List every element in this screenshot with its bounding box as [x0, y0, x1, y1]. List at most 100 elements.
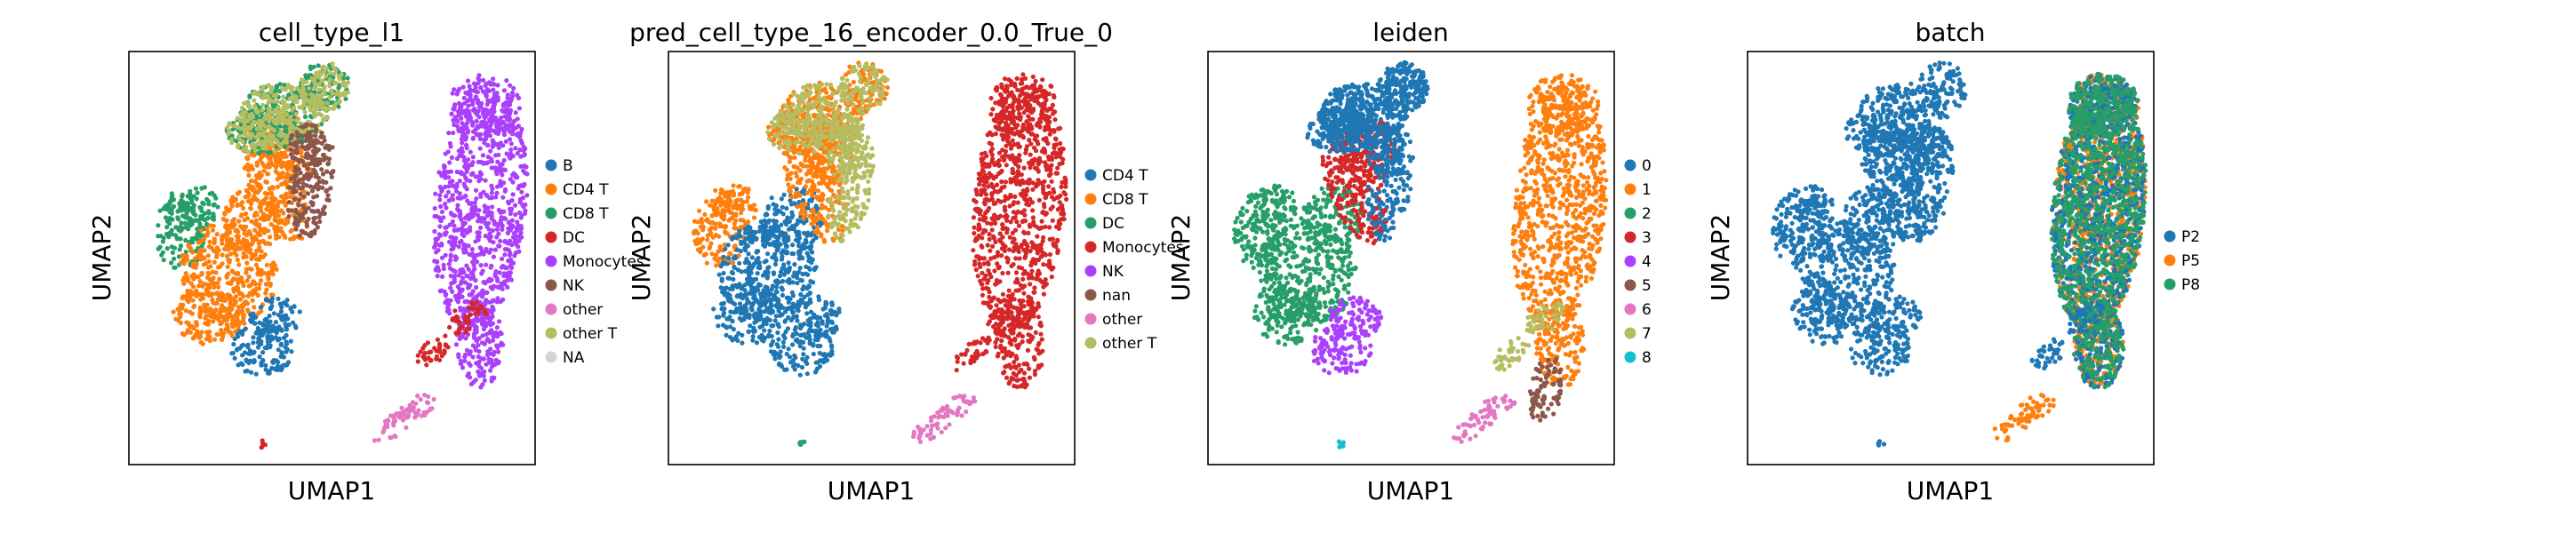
data-point [513, 212, 518, 218]
data-point [268, 90, 274, 95]
data-point [512, 203, 518, 208]
data-point [469, 171, 475, 177]
data-point [221, 246, 227, 251]
data-point [234, 276, 239, 282]
data-point [203, 308, 208, 314]
data-point [239, 105, 245, 111]
data-point [439, 353, 444, 359]
data-point [198, 227, 204, 233]
data-point [180, 306, 185, 311]
data-point [228, 229, 233, 235]
data-point [327, 70, 332, 76]
data-point [754, 340, 760, 346]
data-point [510, 235, 516, 240]
y-axis-label: UMAP2 [87, 214, 116, 302]
data-point [218, 306, 223, 312]
data-point [191, 335, 196, 341]
data-point [246, 249, 252, 255]
data-point [490, 204, 495, 210]
data-point [459, 279, 464, 284]
data-point [197, 204, 203, 211]
data-point [312, 85, 317, 91]
data-point [725, 243, 731, 248]
data-point [495, 349, 501, 354]
data-point [466, 285, 472, 290]
data-point [771, 270, 776, 275]
data-point [288, 236, 293, 242]
data-point [730, 338, 735, 343]
data-point [236, 262, 242, 267]
data-point [287, 96, 292, 101]
data-point [197, 291, 203, 297]
data-point [208, 223, 213, 228]
data-point [474, 284, 479, 290]
data-point [302, 189, 308, 195]
data-point [175, 215, 180, 220]
data-point [290, 189, 296, 195]
data-point [466, 98, 471, 103]
data-point [474, 299, 479, 305]
data-point [438, 203, 444, 210]
data-point [781, 272, 787, 277]
data-point [500, 223, 505, 228]
data-point [484, 107, 489, 113]
data-point [474, 361, 479, 366]
data-point [472, 256, 477, 261]
data-point [452, 274, 458, 279]
data-point [494, 325, 500, 330]
data-point [188, 188, 193, 194]
legend-marker [545, 231, 557, 243]
data-point [790, 212, 796, 219]
data-point [482, 137, 487, 142]
data-point [705, 217, 710, 222]
data-point [796, 269, 802, 274]
data-point [388, 413, 394, 418]
data-point [446, 184, 452, 189]
data-point [764, 212, 770, 218]
data-point [245, 163, 251, 169]
data-point [438, 233, 444, 238]
data-point [276, 296, 281, 301]
data-point [278, 342, 284, 347]
data-point [508, 227, 513, 233]
data-point [268, 159, 274, 164]
data-point [484, 81, 489, 86]
data-point [472, 266, 477, 272]
data-point [232, 123, 237, 128]
data-point [248, 231, 253, 237]
data-point [489, 165, 494, 171]
data-point [447, 324, 452, 330]
data-point [289, 349, 294, 354]
data-point [516, 186, 521, 191]
data-point [190, 205, 196, 211]
data-point [451, 107, 456, 112]
data-point [288, 338, 293, 344]
data-point [278, 163, 284, 168]
data-point [478, 192, 484, 197]
data-point [327, 106, 332, 111]
data-point [513, 146, 518, 151]
data-point [436, 341, 443, 346]
data-point [509, 259, 515, 265]
data-point [272, 128, 277, 133]
data-point [319, 78, 324, 84]
data-point [727, 286, 732, 291]
data-point [299, 228, 304, 234]
data-point [251, 340, 256, 346]
data-point [755, 315, 760, 321]
data-point [756, 306, 762, 312]
data-point [416, 408, 421, 413]
data-point [229, 243, 235, 249]
data-point [231, 341, 236, 347]
data-point [269, 299, 275, 305]
data-point [204, 222, 210, 227]
data-point [754, 258, 759, 263]
data-point [261, 91, 267, 97]
data-point [213, 270, 219, 275]
data-point [255, 230, 260, 235]
data-point [206, 202, 212, 207]
data-point [738, 234, 743, 239]
data-point [259, 208, 264, 213]
data-point [476, 208, 482, 213]
data-point [324, 74, 329, 79]
